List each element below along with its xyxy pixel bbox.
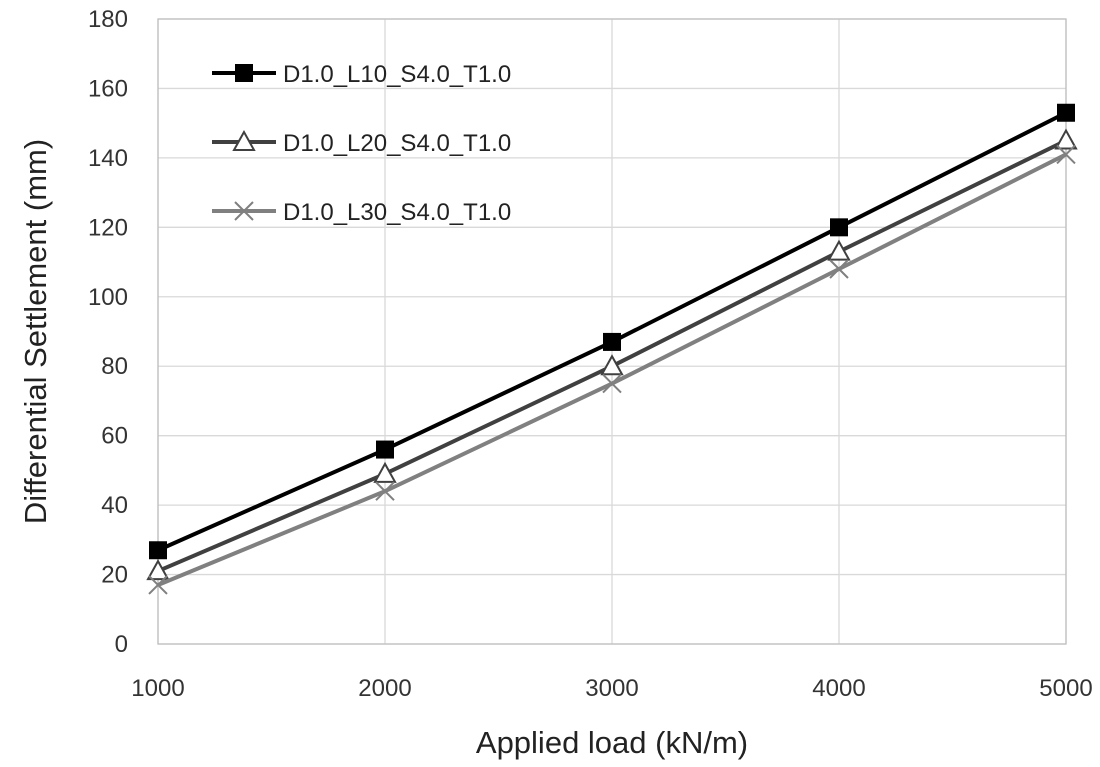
x-tick-label: 5000 xyxy=(1039,675,1092,702)
data-point-marker xyxy=(827,239,851,261)
legend-label: D1.0_L20_S4.0_T1.0 xyxy=(283,130,511,157)
y-axis-tick-labels: 0 20 40 60 80 100 120 140 160 180 xyxy=(88,6,128,658)
legend-label: D1.0_L10_S4.0_T1.0 xyxy=(283,61,511,88)
y-tick-label: 160 xyxy=(88,75,128,102)
y-tick-label: 0 xyxy=(115,631,128,658)
legend-item-2: D1.0_L20_S4.0_T1.0 xyxy=(212,129,511,157)
data-point-marker xyxy=(1054,128,1078,150)
data-point-marker xyxy=(146,559,170,581)
data-point-marker xyxy=(829,259,849,279)
x-tick-label: 4000 xyxy=(812,675,865,702)
series-lines xyxy=(146,103,1078,595)
series-3 xyxy=(148,144,1076,595)
legend-marker xyxy=(234,201,254,221)
data-point-marker xyxy=(602,373,622,394)
data-point-marker xyxy=(1057,103,1075,122)
data-point-marker xyxy=(149,541,167,560)
x-axis-tick-labels: 1000 2000 3000 4000 5000 xyxy=(131,675,1092,702)
data-point-marker xyxy=(376,440,394,459)
x-tick-label: 1000 xyxy=(131,675,184,702)
y-tick-label: 80 xyxy=(101,353,128,380)
y-tick-label: 140 xyxy=(88,145,128,172)
plot-area-frame xyxy=(157,18,1067,645)
series-2 xyxy=(146,128,1078,581)
y-axis-title: Differential Settlement (mm) xyxy=(18,139,53,524)
y-tick-label: 40 xyxy=(101,492,128,519)
data-point-marker xyxy=(830,218,848,237)
x-tick-label: 3000 xyxy=(585,675,638,702)
data-point-marker xyxy=(600,354,624,376)
data-point-marker xyxy=(375,481,395,501)
x-axis-title: Applied load (kN/m) xyxy=(476,725,748,760)
y-tick-label: 100 xyxy=(88,284,128,311)
y-tick-label: 120 xyxy=(88,214,128,241)
y-tick-label: 20 xyxy=(101,562,128,589)
legend-label: D1.0_L30_S4.0_T1.0 xyxy=(283,199,511,226)
data-point-marker xyxy=(603,332,621,351)
series-1 xyxy=(149,103,1075,560)
legend-item-3: D1.0_L30_S4.0_T1.0 xyxy=(212,199,511,226)
x-tick-label: 2000 xyxy=(358,675,411,702)
legend-marker xyxy=(235,64,253,82)
y-tick-label: 180 xyxy=(88,6,128,33)
legend-marker xyxy=(232,129,256,151)
data-point-marker xyxy=(148,575,168,595)
y-tick-label: 60 xyxy=(101,423,128,450)
legend-item-1: D1.0_L10_S4.0_T1.0 xyxy=(212,61,511,88)
data-point-marker xyxy=(1056,144,1076,165)
legend: D1.0_L10_S4.0_T1.0 D1.0_L20_S4.0_T1.0 D1.0… xyxy=(212,61,511,226)
data-point-marker xyxy=(373,461,397,483)
